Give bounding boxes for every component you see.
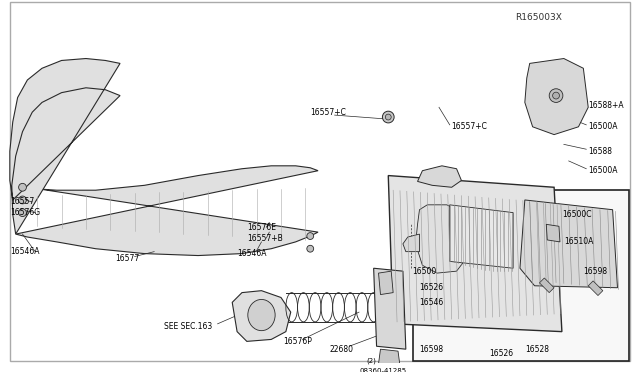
Ellipse shape (385, 114, 391, 120)
Text: 16576P: 16576P (283, 337, 312, 346)
Ellipse shape (19, 209, 26, 217)
Text: 16598: 16598 (583, 267, 607, 276)
Text: 16557: 16557 (10, 198, 34, 206)
Text: 16526: 16526 (419, 283, 444, 292)
PathPatch shape (417, 166, 461, 187)
PathPatch shape (540, 278, 554, 293)
Ellipse shape (552, 92, 559, 99)
Text: 16577: 16577 (115, 254, 140, 263)
Ellipse shape (383, 111, 394, 123)
PathPatch shape (232, 291, 291, 341)
Text: 16598: 16598 (419, 345, 444, 354)
PathPatch shape (16, 166, 318, 256)
PathPatch shape (547, 224, 560, 242)
Text: 16546A: 16546A (10, 247, 39, 256)
FancyBboxPatch shape (413, 190, 629, 361)
Text: 16500A: 16500A (588, 166, 618, 175)
Text: 08360-41285: 08360-41285 (359, 368, 406, 372)
Text: 16588+A: 16588+A (588, 101, 624, 110)
Text: 16546A: 16546A (237, 249, 267, 258)
Text: 16500C: 16500C (562, 210, 591, 219)
Text: 16588: 16588 (588, 147, 612, 156)
PathPatch shape (403, 234, 419, 251)
PathPatch shape (374, 268, 406, 349)
Text: 16526: 16526 (489, 349, 513, 357)
Text: (2): (2) (367, 357, 377, 364)
PathPatch shape (525, 58, 588, 135)
Text: R165003X: R165003X (515, 13, 562, 22)
PathPatch shape (450, 205, 513, 268)
PathPatch shape (378, 271, 393, 295)
Ellipse shape (19, 183, 26, 191)
PathPatch shape (588, 281, 603, 295)
Text: 16510A: 16510A (564, 237, 593, 246)
Text: 16546: 16546 (419, 298, 444, 307)
Ellipse shape (248, 299, 275, 331)
Ellipse shape (307, 245, 314, 252)
Text: 22680: 22680 (330, 345, 354, 354)
PathPatch shape (388, 176, 562, 331)
Text: 16576G: 16576G (10, 208, 40, 217)
Text: 16500A: 16500A (588, 122, 618, 131)
Ellipse shape (549, 89, 563, 102)
PathPatch shape (415, 205, 467, 273)
Text: 16576E: 16576E (247, 223, 276, 232)
Text: 16557+B: 16557+B (247, 234, 283, 243)
Ellipse shape (307, 232, 314, 240)
Text: 16528: 16528 (525, 345, 549, 354)
Text: 16557+C: 16557+C (452, 122, 488, 131)
PathPatch shape (520, 200, 618, 288)
Text: 16500: 16500 (413, 267, 437, 276)
Text: 16557+C: 16557+C (310, 108, 346, 117)
PathPatch shape (378, 349, 400, 366)
Ellipse shape (19, 196, 26, 204)
Text: SEE SEC.163: SEE SEC.163 (164, 322, 212, 331)
PathPatch shape (10, 58, 120, 234)
